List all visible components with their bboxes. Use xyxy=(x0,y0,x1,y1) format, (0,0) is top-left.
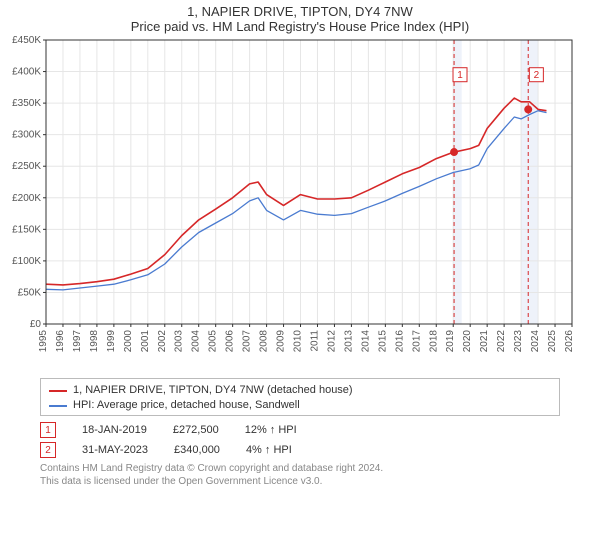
svg-text:2024: 2024 xyxy=(530,330,541,353)
legend-swatch-1 xyxy=(49,390,67,392)
svg-text:2001: 2001 xyxy=(140,330,151,353)
legend: 1, NAPIER DRIVE, TIPTON, DY4 7NW (detach… xyxy=(40,378,560,416)
legend-row-1: 1, NAPIER DRIVE, TIPTON, DY4 7NW (detach… xyxy=(49,383,551,398)
svg-text:1999: 1999 xyxy=(106,330,117,353)
svg-text:£200K: £200K xyxy=(12,193,41,204)
svg-text:2004: 2004 xyxy=(191,330,202,353)
svg-text:2010: 2010 xyxy=(293,330,304,353)
svg-text:£50K: £50K xyxy=(18,287,42,298)
svg-text:2016: 2016 xyxy=(394,330,405,353)
annot-price-2: £340,000 xyxy=(174,444,220,456)
svg-text:2014: 2014 xyxy=(360,330,371,353)
svg-text:2007: 2007 xyxy=(242,330,253,353)
svg-text:2003: 2003 xyxy=(174,330,185,353)
svg-text:2019: 2019 xyxy=(445,330,456,353)
svg-text:1996: 1996 xyxy=(55,330,66,353)
svg-text:1997: 1997 xyxy=(72,330,83,353)
price-chart: 1 2 £0 £50K £100K £150K £200K £250K £300K £350K £4… xyxy=(0,34,600,374)
title-line-1: 1, NAPIER DRIVE, TIPTON, DY4 7NW xyxy=(0,4,600,19)
annot-date-2: 31-MAY-2023 xyxy=(82,444,148,456)
footnote-line-1: Contains HM Land Registry data © Crown c… xyxy=(40,462,560,475)
annot-badge-1: 1 xyxy=(40,422,56,438)
svg-text:2026: 2026 xyxy=(564,330,575,353)
svg-text:1995: 1995 xyxy=(38,330,49,353)
svg-text:£450K: £450K xyxy=(12,35,41,46)
svg-text:2018: 2018 xyxy=(428,330,439,353)
svg-text:£250K: £250K xyxy=(12,161,41,172)
svg-text:£300K: £300K xyxy=(12,130,41,141)
footnote-line-2: This data is licensed under the Open Gov… xyxy=(40,475,560,488)
svg-text:2023: 2023 xyxy=(513,330,524,353)
page: 1, NAPIER DRIVE, TIPTON, DY4 7NW Price p… xyxy=(0,0,600,560)
svg-text:2009: 2009 xyxy=(276,330,287,353)
svg-text:2015: 2015 xyxy=(377,330,388,353)
annotations: 1 18-JAN-2019 £272,500 12% ↑ HPI 2 31-MA… xyxy=(40,422,560,458)
svg-text:2011: 2011 xyxy=(309,330,320,352)
annot-badge-2: 2 xyxy=(40,442,56,458)
svg-text:£400K: £400K xyxy=(12,67,41,78)
svg-text:1998: 1998 xyxy=(89,330,100,353)
footnote: Contains HM Land Registry data © Crown c… xyxy=(40,462,560,488)
legend-row-2: HPI: Average price, detached house, Sand… xyxy=(49,398,551,413)
legend-label-2: HPI: Average price, detached house, Sand… xyxy=(73,398,300,413)
legend-label-1: 1, NAPIER DRIVE, TIPTON, DY4 7NW (detach… xyxy=(73,383,353,398)
svg-text:2017: 2017 xyxy=(411,330,422,353)
titles: 1, NAPIER DRIVE, TIPTON, DY4 7NW Price p… xyxy=(0,0,600,34)
svg-text:2012: 2012 xyxy=(326,330,337,353)
svg-text:1: 1 xyxy=(457,70,463,81)
annotation-row-1: 1 18-JAN-2019 £272,500 12% ↑ HPI xyxy=(40,422,560,438)
svg-text:2020: 2020 xyxy=(462,330,473,353)
svg-text:2021: 2021 xyxy=(479,330,490,353)
svg-text:2013: 2013 xyxy=(343,330,354,353)
svg-text:2: 2 xyxy=(534,70,540,81)
svg-text:2005: 2005 xyxy=(208,330,219,353)
annot-date-1: 18-JAN-2019 xyxy=(82,424,147,436)
svg-text:2006: 2006 xyxy=(225,330,236,353)
svg-text:2022: 2022 xyxy=(496,330,507,353)
svg-text:2008: 2008 xyxy=(259,330,270,353)
svg-text:2025: 2025 xyxy=(547,330,558,353)
title-line-2: Price paid vs. HM Land Registry's House … xyxy=(0,19,600,34)
svg-text:£150K: £150K xyxy=(12,224,41,235)
annot-delta-1: 12% ↑ HPI xyxy=(245,424,297,436)
svg-text:2000: 2000 xyxy=(123,330,134,353)
annot-price-1: £272,500 xyxy=(173,424,219,436)
svg-text:£100K: £100K xyxy=(12,256,41,267)
annot-delta-2: 4% ↑ HPI xyxy=(246,444,292,456)
annotation-row-2: 2 31-MAY-2023 £340,000 4% ↑ HPI xyxy=(40,442,560,458)
svg-text:£0: £0 xyxy=(30,319,42,330)
svg-text:£350K: £350K xyxy=(12,98,41,109)
svg-text:2002: 2002 xyxy=(157,330,168,353)
legend-swatch-2 xyxy=(49,405,67,407)
